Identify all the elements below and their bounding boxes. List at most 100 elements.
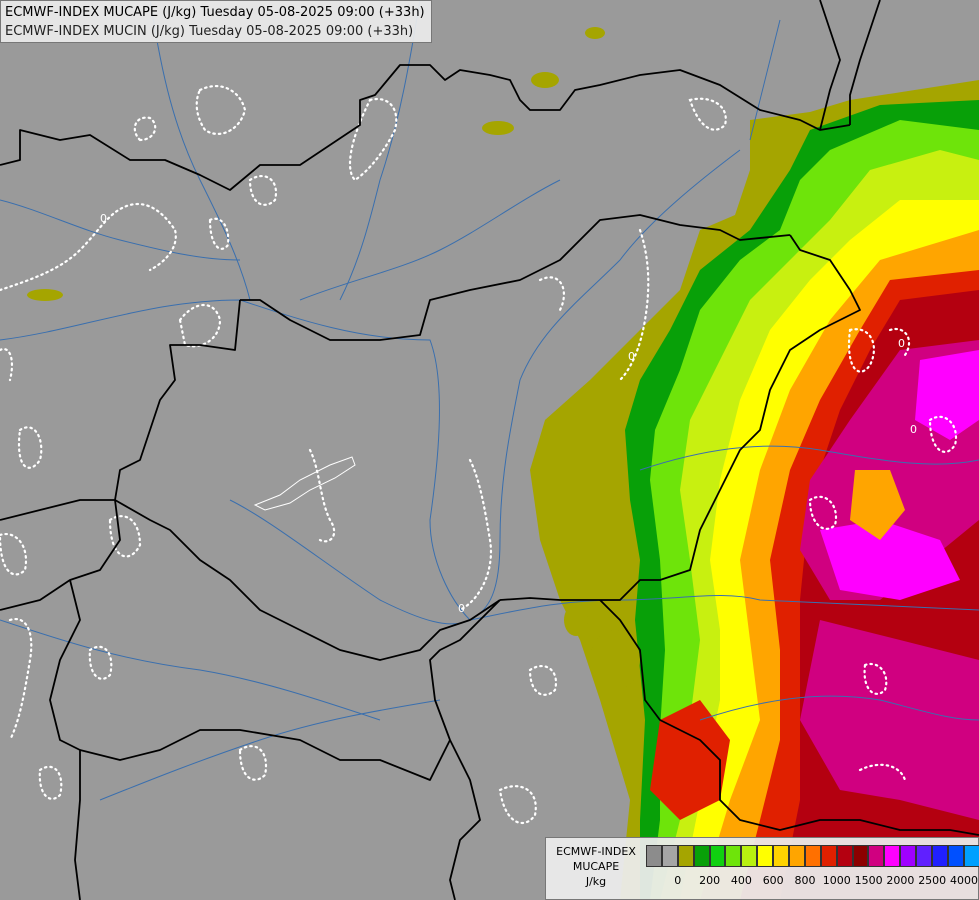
map-title-line1: ECMWF-INDEX MUCAPE (J/kg) Tuesday 05-08-… bbox=[5, 5, 425, 20]
legend-label: 2500 bbox=[918, 874, 947, 887]
legend-swatch bbox=[773, 845, 790, 867]
legend-swatch bbox=[820, 845, 837, 867]
legend-swatch bbox=[661, 845, 678, 867]
cape-4000-b bbox=[800, 620, 979, 820]
patch-3 bbox=[27, 289, 63, 301]
cin-label-1: 0 bbox=[100, 212, 107, 225]
legend-swatch bbox=[789, 845, 805, 867]
cin-label-4: 0 bbox=[628, 350, 635, 363]
cape-6000-b bbox=[820, 520, 960, 600]
border-sw-2 bbox=[49, 579, 81, 900]
legend-label: 1500 bbox=[854, 874, 883, 887]
legend-swatch bbox=[709, 845, 726, 867]
legend-swatch bbox=[852, 845, 869, 867]
patch-6 bbox=[590, 630, 640, 690]
patch-5 bbox=[564, 604, 588, 636]
cin-contour-5 bbox=[248, 175, 278, 206]
legend-swatch bbox=[900, 845, 917, 867]
legend-swatch bbox=[884, 845, 901, 867]
river-8 bbox=[339, 0, 421, 301]
cin-label-3: 0 bbox=[898, 337, 905, 350]
legend-label: 200 bbox=[699, 874, 721, 887]
cin-contour-18 bbox=[238, 745, 268, 781]
legend-label: 400 bbox=[730, 874, 752, 887]
border-south-west bbox=[0, 499, 121, 611]
cin-contour-3 bbox=[195, 85, 247, 136]
legend-label: 600 bbox=[762, 874, 784, 887]
legend-swatch bbox=[868, 845, 885, 867]
river-4 bbox=[229, 499, 471, 625]
border-ne bbox=[819, 0, 841, 131]
legend-labels: 0200400600800100015002000250040006000 bbox=[646, 874, 978, 890]
legend-title-line3: J/kg bbox=[585, 875, 607, 888]
cape-west-pocket-b bbox=[850, 470, 905, 540]
cin-contour-27 bbox=[108, 515, 142, 558]
legend-color-scale bbox=[646, 845, 979, 867]
legend-title-line2: MUCAPE bbox=[572, 860, 620, 873]
cin-contour-4 bbox=[348, 97, 398, 182]
border-ua-ro bbox=[499, 234, 861, 601]
cape-west-pocket-a bbox=[650, 700, 730, 820]
cin-contour-9 bbox=[0, 532, 28, 576]
legend-label: 0 bbox=[674, 874, 682, 887]
legend-swatch bbox=[693, 845, 710, 867]
border-north bbox=[0, 64, 851, 191]
cin-label-2: 0 bbox=[458, 602, 465, 615]
legend-swatch bbox=[725, 845, 742, 867]
border-ro-rs bbox=[429, 599, 501, 900]
cin-contour-7 bbox=[178, 304, 222, 348]
border-se bbox=[79, 729, 451, 781]
border-hu-hr bbox=[114, 499, 501, 661]
legend-swatch bbox=[932, 845, 948, 867]
legend-swatch bbox=[646, 845, 662, 867]
legend-swatch bbox=[916, 845, 933, 867]
river-10 bbox=[0, 199, 241, 261]
cin-contour-labels: 0 0 0 0 0 bbox=[100, 212, 917, 615]
cape-6000-a bbox=[915, 350, 979, 440]
legend-title: ECMWF-INDEX MUCAPE J/kg bbox=[548, 844, 644, 889]
cape-small-patches bbox=[27, 27, 640, 690]
border-hu-at bbox=[114, 299, 241, 501]
cin-contours bbox=[0, 85, 958, 825]
cape-shading bbox=[530, 80, 979, 900]
border-ro-rs-east bbox=[599, 599, 979, 836]
patch-2 bbox=[482, 121, 514, 135]
rivers bbox=[0, 0, 979, 801]
legend-title-line1: ECMWF-INDEX bbox=[556, 845, 636, 858]
lake-balaton bbox=[253, 456, 356, 511]
cin-contour-2 bbox=[133, 116, 157, 142]
cin-contour-14 bbox=[538, 276, 565, 312]
cin-contour-24 bbox=[858, 763, 907, 782]
cin-contour-21 bbox=[928, 415, 958, 453]
legend-swatch bbox=[741, 845, 758, 867]
legend-swatch bbox=[836, 845, 853, 867]
cin-contour-17 bbox=[498, 785, 537, 825]
cin-contour-12 bbox=[458, 458, 493, 612]
legend-label: 800 bbox=[794, 874, 816, 887]
legend: ECMWF-INDEX MUCAPE J/kg 0 200 400 600 800 100… bbox=[545, 837, 979, 900]
legend-label: 2000 bbox=[886, 874, 915, 887]
cin-contour-19 bbox=[847, 328, 875, 373]
patch-1 bbox=[531, 72, 559, 88]
cin-contour-11 bbox=[8, 617, 33, 742]
legend-swatch bbox=[963, 845, 979, 867]
cin-contour-1 bbox=[0, 202, 177, 292]
cin-contour-22 bbox=[808, 495, 838, 530]
legend-label: 4000 bbox=[950, 874, 978, 887]
cin-contour-28 bbox=[0, 347, 14, 382]
cin-contour-20 bbox=[888, 327, 911, 357]
cin-label-5: 0 bbox=[910, 423, 917, 436]
cin-contour-6 bbox=[208, 217, 230, 250]
legend-label: 1000 bbox=[822, 874, 851, 887]
cin-contour-8 bbox=[17, 426, 43, 469]
legend-swatch bbox=[804, 845, 821, 867]
cin-contour-26 bbox=[38, 765, 63, 800]
border-ne-2 bbox=[849, 0, 881, 125]
river-6 bbox=[639, 445, 979, 471]
river-11 bbox=[99, 699, 441, 801]
map-title-box: ECMWF-INDEX MUCAPE (J/kg) Tuesday 05-08-… bbox=[0, 0, 432, 43]
cin-contour-16 bbox=[528, 665, 558, 696]
river-5 bbox=[0, 619, 381, 721]
river-3 bbox=[299, 179, 561, 301]
